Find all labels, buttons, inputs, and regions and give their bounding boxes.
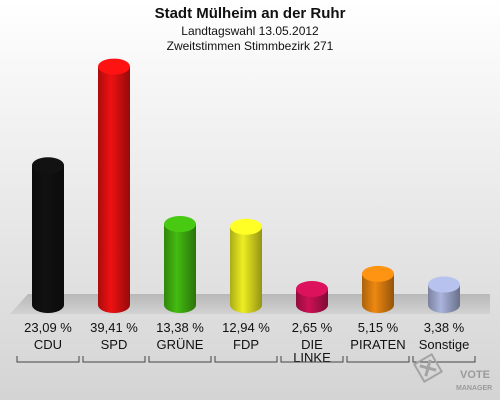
value-labels-group: 23,09 % 39,41 % 13,38 % 12,94 % 2,65 % 5,15 %… <box>24 320 465 335</box>
chart-title: Stadt Mülheim an der Ruhr <box>155 5 346 22</box>
bar-spd <box>98 58 130 313</box>
category-label: PIRATEN <box>350 337 405 352</box>
bar-fdp <box>230 218 262 313</box>
category-label: SPD <box>101 337 128 352</box>
chart-subtitle-line-2: Zweitstimmen Stimmbezirk 271 <box>167 39 334 53</box>
value-label: 23,09 % <box>24 320 72 335</box>
value-label: 5,15 % <box>358 320 399 335</box>
category-label: Sonstige <box>419 337 470 352</box>
vote-manager-logo: VOTE MANAGER <box>412 352 492 392</box>
value-label: 12,94 % <box>222 320 270 335</box>
logo-line-2: MANAGER <box>456 385 492 392</box>
chart-subtitle-line-1: Landtagswahl 13.05.2012 <box>181 24 319 38</box>
category-label: GRÜNE <box>157 337 204 352</box>
value-label: 2,65 % <box>292 320 333 335</box>
bar-piraten <box>362 265 394 313</box>
value-label: 13,38 % <box>156 320 204 335</box>
label-bracket <box>82 356 146 363</box>
label-bracket <box>214 356 278 363</box>
bar-die-linke <box>296 280 328 313</box>
label-bracket <box>412 356 476 363</box>
bar-sonstige <box>428 276 460 313</box>
logo-line-1: VOTE <box>460 369 490 381</box>
label-bracket <box>280 356 344 363</box>
label-bracket <box>16 356 80 363</box>
value-label: 3,38 % <box>424 320 465 335</box>
value-label: 39,41 % <box>90 320 138 335</box>
category-label: DIE <box>301 337 323 352</box>
bar-cdu <box>32 157 64 313</box>
label-bracket <box>148 356 212 363</box>
category-label: LINKE <box>293 350 331 365</box>
bars-group <box>32 58 460 313</box>
label-bracket <box>346 356 410 363</box>
label-brackets-group <box>16 356 476 363</box>
category-label: CDU <box>34 337 62 352</box>
bar-gr-ne <box>164 216 196 313</box>
ballot-x-icon <box>412 352 444 384</box>
category-label: FDP <box>233 337 259 352</box>
